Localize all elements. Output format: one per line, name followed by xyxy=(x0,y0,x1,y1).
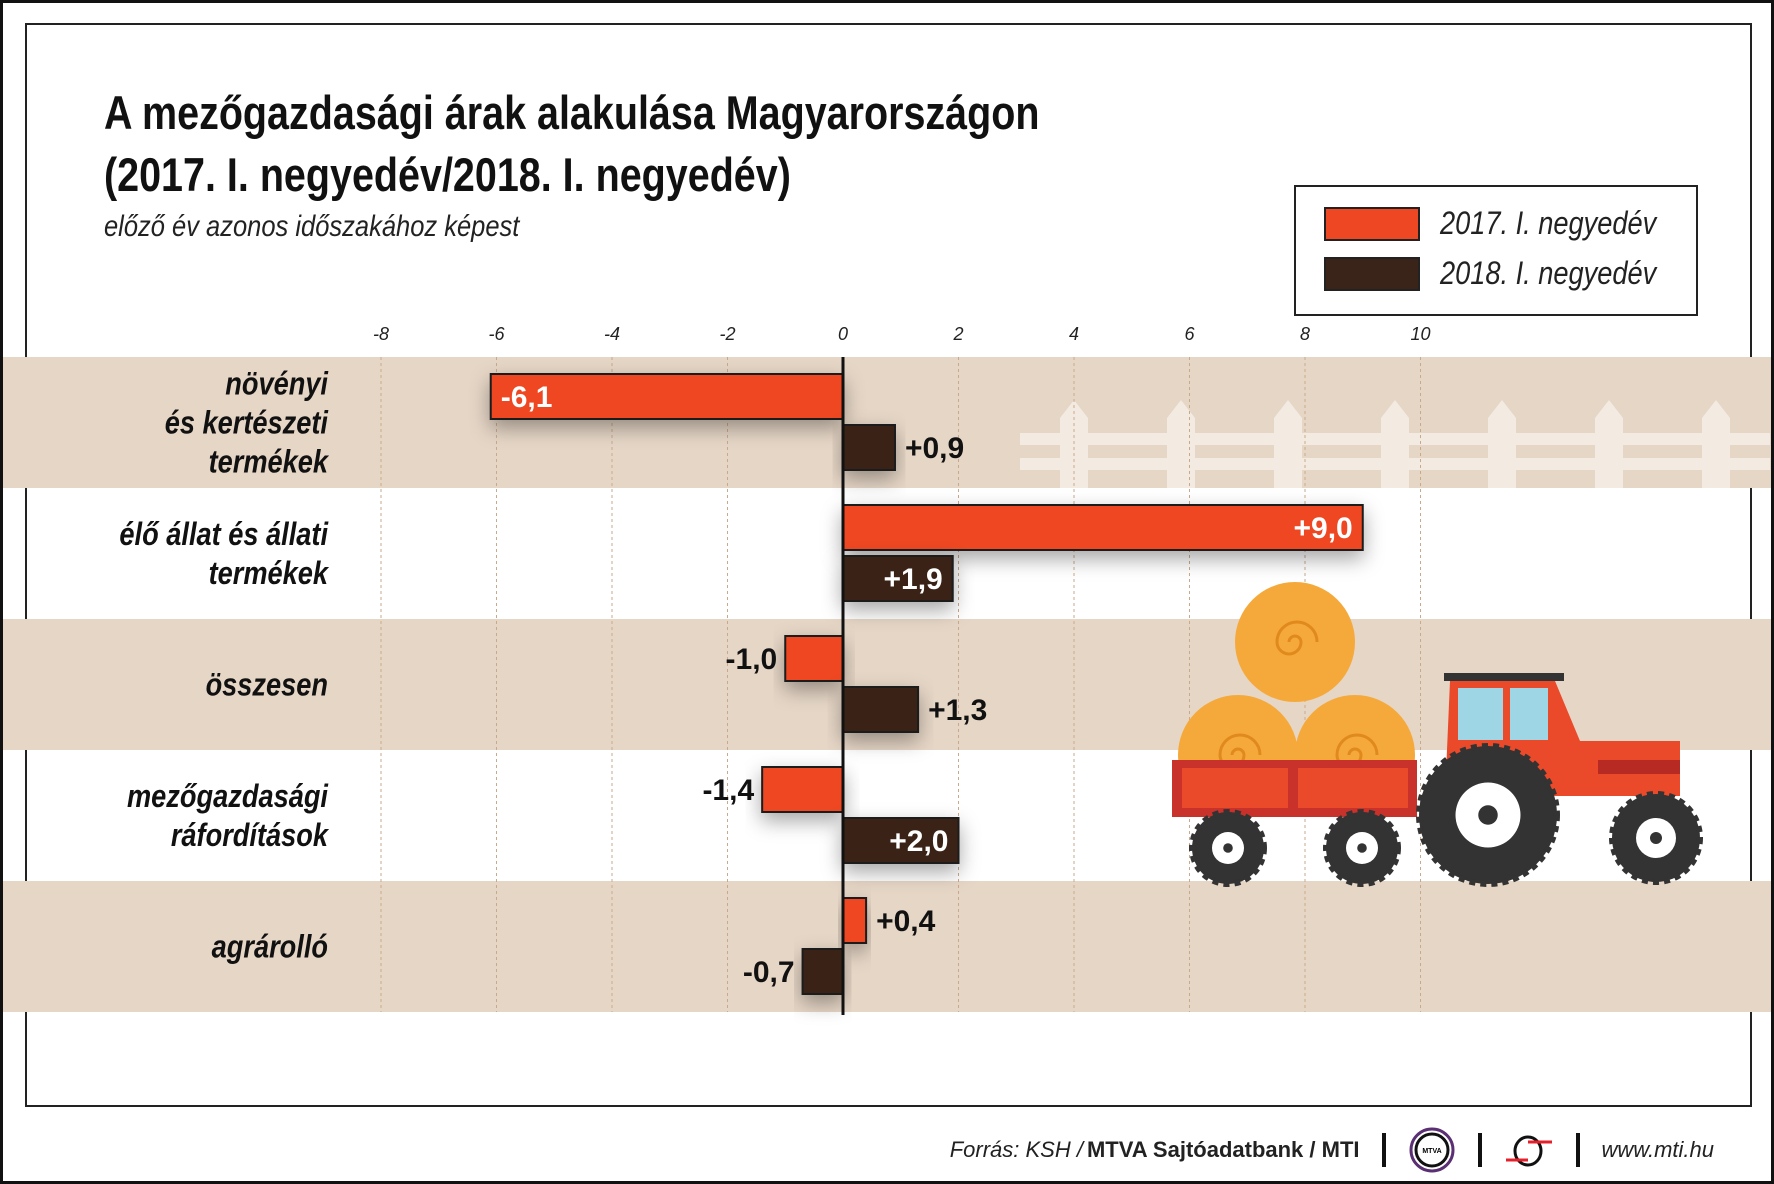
data-label: -0,7 xyxy=(743,956,795,989)
legend-item-2018: 2018. I. negyedév xyxy=(1324,255,1694,292)
x-tick-label: 8 xyxy=(1300,324,1310,344)
trailer-panel xyxy=(1182,768,1288,808)
data-label: -1,0 xyxy=(726,643,778,676)
category-label: ráfordítások xyxy=(171,818,330,854)
category-label: és kertészeti xyxy=(165,405,329,441)
category-label: élő állat és állati xyxy=(119,517,328,553)
x-tick-label: -4 xyxy=(604,324,620,344)
x-tick-label: -2 xyxy=(719,324,735,344)
category-label: összesen xyxy=(206,667,328,703)
category-label: termékek xyxy=(209,556,330,592)
fence-post xyxy=(1595,400,1623,488)
legend-swatch-2018 xyxy=(1324,256,1420,291)
hub-center xyxy=(1223,843,1233,853)
divider xyxy=(1575,1133,1580,1167)
source-bold: MTVA Sajtóadatbank / MTI xyxy=(1086,1137,1360,1162)
title-line-1: A mezőgazdasági árak alakulása Magyarors… xyxy=(104,86,1040,139)
x-tick-label: 4 xyxy=(1069,324,1079,344)
data-label: +1,9 xyxy=(883,563,942,596)
fence-post xyxy=(1702,400,1730,488)
bar-2017 xyxy=(761,766,845,813)
source-prefix: Forrás: KSH / xyxy=(949,1137,1083,1162)
x-tick-label: 0 xyxy=(838,324,848,344)
category-label: agrárolló xyxy=(212,929,328,965)
divider xyxy=(1477,1133,1482,1167)
hay-bale xyxy=(1235,582,1355,702)
legend-swatch-2017 xyxy=(1324,206,1420,241)
bar-2018 xyxy=(842,555,954,602)
fence-post xyxy=(1274,400,1302,488)
data-label: -1,4 xyxy=(702,774,754,807)
category-label: növényi xyxy=(225,366,328,402)
data-label: +2,0 xyxy=(889,825,948,858)
tractor-grille xyxy=(1598,760,1680,774)
data-label: +0,4 xyxy=(876,905,936,938)
data-label: +1,3 xyxy=(928,694,987,727)
hay-swirl xyxy=(1275,620,1319,656)
data-label: -6,1 xyxy=(501,381,553,414)
bar-2017 xyxy=(842,897,868,944)
x-tick-label: 10 xyxy=(1410,324,1430,344)
bar-2018 xyxy=(842,817,960,864)
mtva-logo-icon: MTVA xyxy=(1409,1127,1455,1173)
trailer-panel xyxy=(1298,768,1408,808)
data-label: +0,9 xyxy=(905,432,964,465)
fence-post xyxy=(1381,400,1409,488)
subtitle: előző év azonos időszakához képest xyxy=(104,210,520,243)
bar-2017 xyxy=(842,504,1364,551)
fence-post xyxy=(1167,400,1195,488)
mtva-logo-text: MTVA xyxy=(1422,1148,1441,1155)
bar-2017 xyxy=(784,635,844,682)
legend: 2017. I. negyedév 2018. I. negyedév xyxy=(1294,185,1698,316)
fence-icon xyxy=(1020,400,1770,488)
chart-frame xyxy=(25,23,1752,1107)
tractor-illustration-icon xyxy=(1172,582,1703,887)
title-line-2: (2017. I. negyedév/2018. I. negyedév) xyxy=(104,148,791,201)
bar-2018 xyxy=(801,948,845,995)
legend-label-2017: 2017. I. negyedév xyxy=(1440,205,1657,241)
category-label: termékek xyxy=(209,444,330,480)
page-title: A mezőgazdasági árak alakulása Magyarors… xyxy=(104,82,1039,206)
hub-center xyxy=(1357,843,1367,853)
tractor-window xyxy=(1510,688,1548,740)
divider xyxy=(1381,1133,1386,1167)
website-url: www.mti.hu xyxy=(1601,1137,1714,1162)
bar-2018 xyxy=(842,686,920,733)
x-tick-label: -6 xyxy=(488,324,505,344)
footer: Forrás: KSH / MTVA Sajtóadatbank / MTI M… xyxy=(950,1126,1714,1174)
category-label: mezőgazdasági xyxy=(127,779,329,815)
data-label: +9,0 xyxy=(1294,512,1353,545)
tractor-window xyxy=(1458,688,1503,740)
legend-label-2018: 2018. I. negyedév xyxy=(1440,255,1657,291)
hub-center xyxy=(1650,832,1662,844)
x-tick-label: 2 xyxy=(952,324,963,344)
hub-center xyxy=(1478,805,1498,825)
x-tick-label: -8 xyxy=(373,324,389,344)
row-band xyxy=(3,881,1771,1012)
legend-item-2017: 2017. I. negyedév xyxy=(1324,205,1694,242)
tractor-roof xyxy=(1444,673,1564,681)
mti-logo-icon xyxy=(1505,1135,1552,1167)
bar-2018 xyxy=(842,424,896,471)
fence-post xyxy=(1488,400,1516,488)
x-tick-label: 6 xyxy=(1184,324,1195,344)
